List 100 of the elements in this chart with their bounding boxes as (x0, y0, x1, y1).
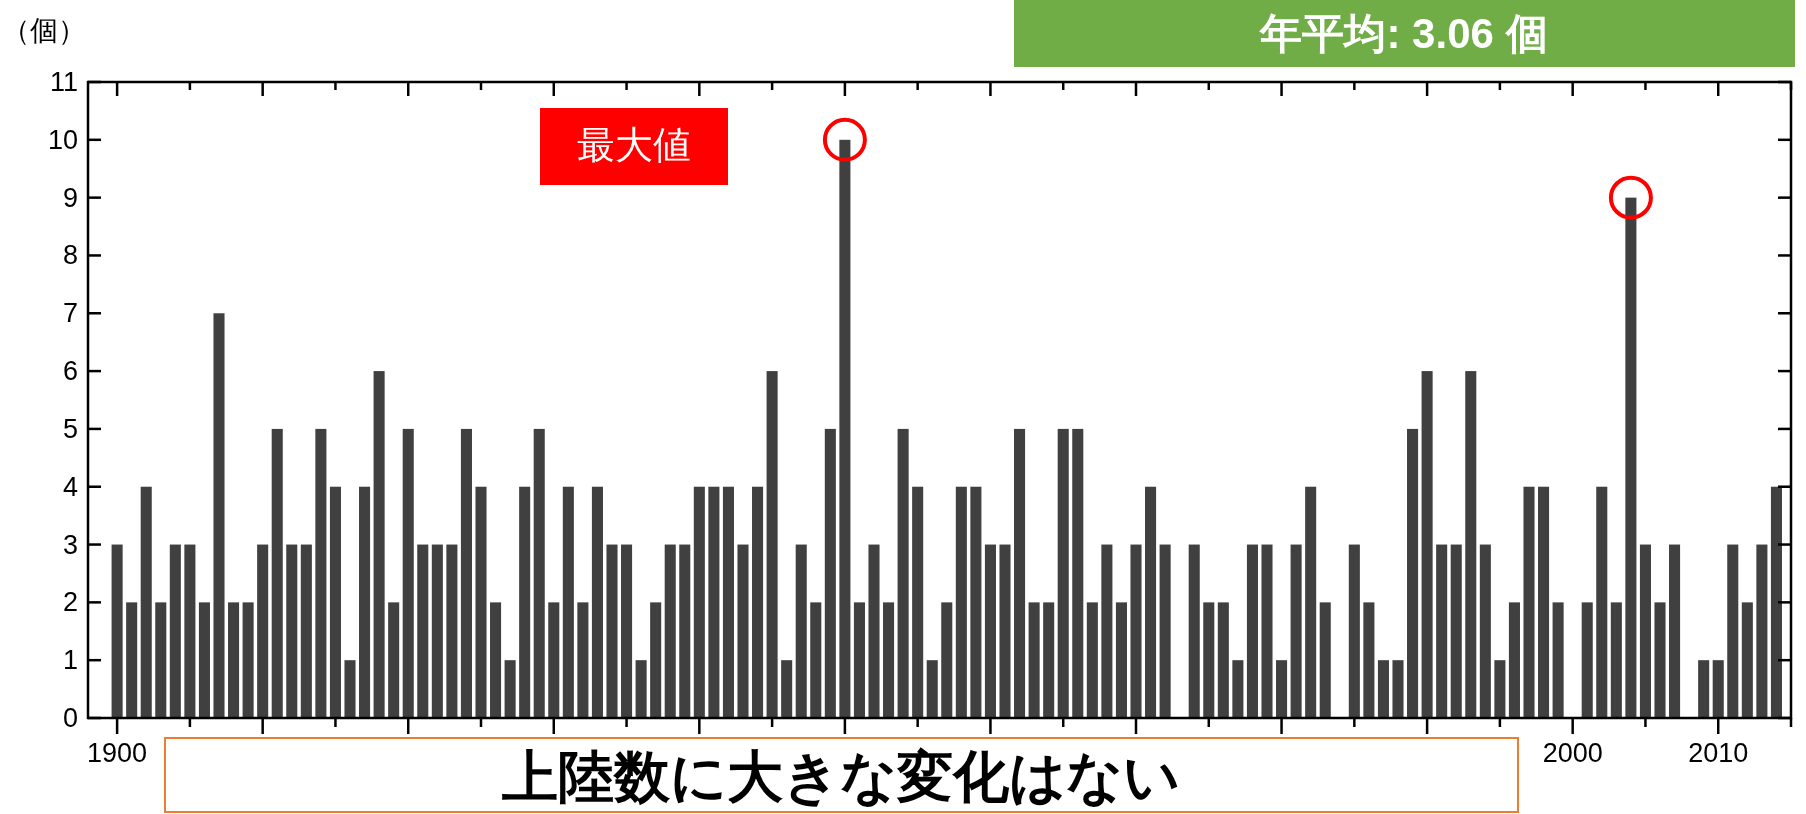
bar (402, 428, 414, 718)
y-tick-label: 5 (62, 413, 78, 444)
bar (359, 486, 371, 718)
bar (999, 544, 1011, 718)
bar (1363, 602, 1375, 718)
y-tick-label: 8 (62, 240, 78, 271)
y-tick-label: 2 (62, 587, 78, 618)
bar (562, 486, 574, 718)
y-tick-label: 1 (62, 645, 78, 676)
bar (126, 602, 138, 718)
bar (1421, 371, 1433, 718)
bar (1101, 544, 1113, 718)
bar (198, 602, 210, 718)
bar (737, 544, 749, 718)
bar (1057, 428, 1069, 718)
bar (1115, 602, 1127, 718)
bar (795, 544, 807, 718)
bar (1305, 486, 1317, 718)
bar (824, 428, 836, 718)
bar (490, 602, 502, 718)
bar (417, 544, 429, 718)
bar (984, 544, 996, 718)
bar (1276, 660, 1288, 718)
text: 年平均: 3.06 個 (1259, 10, 1548, 57)
bar (533, 428, 545, 718)
bar (606, 544, 618, 718)
bar (1043, 602, 1055, 718)
bar (169, 544, 181, 718)
bar (1407, 428, 1419, 718)
bar (242, 602, 254, 718)
bar (1159, 544, 1171, 718)
bar (140, 486, 152, 718)
bar (635, 660, 647, 718)
bar (897, 428, 909, 718)
bar (970, 486, 982, 718)
y-tick-label: 6 (62, 356, 78, 387)
bar (315, 428, 327, 718)
bar (1610, 602, 1622, 718)
bar (912, 486, 924, 718)
bar (1377, 660, 1389, 718)
bar (1727, 544, 1739, 718)
bar (155, 602, 167, 718)
bar (1479, 544, 1491, 718)
bar (1290, 544, 1302, 718)
y-tick-label: 10 (47, 124, 78, 155)
bar (228, 602, 240, 718)
bar (693, 486, 705, 718)
bar (1741, 602, 1753, 718)
y-tick-label: 9 (62, 182, 78, 213)
bar (1552, 602, 1564, 718)
bar (1596, 486, 1608, 718)
bar (1188, 544, 1200, 718)
bar (1086, 602, 1098, 718)
y-tick-label: 3 (62, 529, 78, 560)
bar (941, 602, 953, 718)
bar (577, 602, 589, 718)
bar (257, 544, 269, 718)
bar (1770, 486, 1782, 718)
bar (373, 371, 385, 718)
bar (344, 660, 356, 718)
bar (868, 544, 880, 718)
bar (853, 602, 865, 718)
bar (300, 544, 312, 718)
y-tick-label: 4 (62, 471, 78, 502)
bar (722, 486, 734, 718)
bar (1508, 602, 1520, 718)
bar (1581, 602, 1593, 718)
bar (548, 602, 560, 718)
y-tick-label: 0 (62, 703, 78, 733)
bar (810, 602, 822, 718)
bar (1538, 486, 1550, 718)
bar (1494, 660, 1506, 718)
bar (1392, 660, 1404, 718)
bar (1465, 371, 1477, 718)
bar (1246, 544, 1258, 718)
bar (460, 428, 472, 718)
bar (184, 544, 196, 718)
bar (1130, 544, 1142, 718)
bar (1436, 544, 1448, 718)
bar (955, 486, 967, 718)
bar (1523, 486, 1535, 718)
y-tick-label: 7 (62, 298, 78, 329)
bar (1639, 544, 1651, 718)
bar (1261, 544, 1273, 718)
bar (1756, 544, 1768, 718)
y-tick-label: 11 (49, 67, 78, 97)
bar (664, 544, 676, 718)
bar (446, 544, 458, 718)
bar (1217, 602, 1229, 718)
bar (752, 486, 764, 718)
bar (1232, 660, 1244, 718)
bar (766, 371, 778, 718)
bar (1203, 602, 1215, 718)
bar (1625, 197, 1637, 718)
bar (1319, 602, 1331, 718)
bar (286, 544, 298, 718)
bar (1348, 544, 1360, 718)
bar (1145, 486, 1157, 718)
bar (519, 486, 531, 718)
bar (388, 602, 400, 718)
